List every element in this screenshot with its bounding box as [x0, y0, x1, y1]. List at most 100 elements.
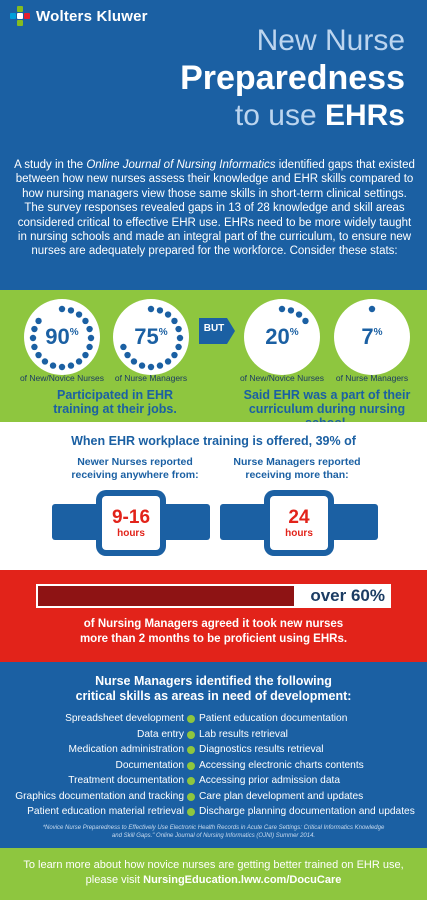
intro-post: identified gaps that existed between how…: [15, 159, 415, 258]
watch-icon-left: 9-16 hours: [96, 490, 166, 556]
ring-dot: [31, 343, 38, 351]
bullet-dot-icon: [187, 746, 195, 754]
stat-label-3: of New/Novice Nurses: [239, 373, 325, 383]
stat-circle-1: 90%: [19, 295, 105, 381]
watch-knob-right: [337, 518, 344, 528]
ring-dot: [75, 358, 83, 365]
stat-dots-3: [278, 305, 309, 325]
footer-section: To learn more about how novice nurses ar…: [0, 848, 427, 900]
stat-value-1: 90%: [24, 299, 100, 375]
ring-dot: [124, 351, 131, 359]
skill-right-item: Lab results retrieval: [199, 728, 288, 740]
ring-dot: [278, 305, 286, 313]
bullet-dot-icon: [187, 792, 195, 801]
stat-number: 7: [361, 324, 374, 349]
newer-nurses-hours: 9-16: [111, 506, 151, 528]
stat-number: 20: [265, 324, 290, 349]
watch-display-left: 9-16 hours: [102, 496, 160, 550]
skill-row: Medication administration Diagnostics res…: [0, 743, 427, 759]
intro-pre: A study in the: [14, 159, 87, 171]
ring-dot: [130, 358, 138, 365]
stat-unit: %: [69, 326, 79, 338]
logo-mark-icon: [10, 6, 30, 26]
proficiency-caption-text: of Nursing Managers agreed it took new n…: [79, 618, 348, 645]
ring-dot: [147, 363, 155, 371]
stat-circle-4: 7%: [329, 295, 415, 381]
title-line-3-pre: to use: [234, 99, 325, 132]
wolters-kluwer-logo[interactable]: Wolters Kluwer: [10, 6, 148, 26]
skill-left-item: Documentation: [115, 759, 184, 771]
stat-number: 90: [45, 324, 70, 349]
skills-heading: Nurse Managers identified the following …: [0, 674, 427, 704]
skill-left-item: Spreadsheet development: [65, 713, 184, 724]
proficiency-bar-fill: [38, 586, 294, 606]
stat-circle-3: 20%: [239, 295, 325, 381]
ring-dot: [175, 343, 182, 351]
footer-line-2: please visit NursingEducation.lww.com/Do…: [0, 873, 427, 888]
skill-right-item: Care plan development and updates: [199, 790, 364, 802]
brand-name: Wolters Kluwer: [36, 7, 148, 25]
stats-section: 90% of New/Novice Nurses 75% of Nurse Ma…: [0, 290, 427, 430]
ring-dot: [287, 307, 295, 314]
footer-line-1: To learn more about how novice nurses ar…: [23, 859, 404, 871]
but-arrow-icon: [199, 318, 235, 344]
skill-left-item: Medication administration: [68, 744, 184, 755]
stat-dots-2: [120, 305, 184, 371]
skill-right-item: Diagnostics results retrieval: [199, 744, 324, 755]
stat-circle-2: 75%: [108, 295, 194, 381]
bullet-dot-icon: [187, 777, 195, 785]
ring-dot: [171, 317, 178, 325]
hours-unit: hours: [117, 527, 145, 539]
ring-dot: [31, 325, 38, 333]
but-label: BUT: [203, 323, 225, 334]
proficiency-caption: of Nursing Managers agreed it took new n…: [0, 617, 427, 647]
intro-journal: Online Journal of Nursing Informatics: [86, 159, 276, 171]
ring-dot: [29, 334, 37, 342]
caption-training: Participated in EHR training at their jo…: [53, 388, 177, 416]
title-line-3: to use EHRs: [180, 98, 405, 134]
skill-left-item: Data entry: [137, 728, 184, 740]
ring-dot: [302, 317, 309, 325]
nurse-managers-sub: Nurse Managers reported receiving more t…: [233, 456, 361, 481]
skills-heading-text: Nurse Managers identified the following …: [75, 674, 352, 703]
docucare-link[interactable]: NursingEducation.lww.com/DocuCare: [143, 874, 342, 886]
ring-dot: [368, 305, 376, 313]
ring-dot: [86, 343, 93, 351]
ring-dot: [58, 305, 66, 313]
skill-right-item: Accessing electronic charts contents: [199, 759, 364, 771]
ring-dot: [35, 351, 42, 359]
skill-right-item: Discharge planning documentation and upd…: [199, 806, 415, 817]
newer-nurses-sub: Newer Nurses reported receiving anywhere…: [71, 456, 199, 481]
ring-dot: [176, 334, 184, 342]
stat-label-2: of Nurse Managers: [114, 373, 188, 383]
ring-dot: [41, 358, 49, 365]
bullet-dot-icon: [187, 761, 195, 770]
watch-knob-left: [169, 518, 176, 528]
ring-dot: [86, 325, 93, 333]
proficiency-bar-track: over 60%: [36, 584, 391, 608]
stat-unit: %: [158, 326, 168, 338]
proficiency-bar-label: over 60%: [310, 586, 385, 605]
caption-curriculum: Said EHR was a part of their curriculum …: [243, 388, 411, 430]
ring-dot: [82, 317, 89, 325]
bullet-dot-icon: [187, 808, 195, 816]
title-line-1: New Nurse: [256, 24, 405, 57]
ring-dot: [164, 311, 172, 318]
ring-dot: [295, 311, 303, 318]
skills-section: Nurse Managers identified the following …: [0, 662, 427, 848]
skills-list: Spreadsheet development Patient education…: [0, 712, 427, 821]
nurse-managers-hours: 24: [288, 506, 310, 528]
skill-left-item: Graphics documentation and tracking: [15, 790, 184, 802]
bullet-dot-icon: [187, 730, 195, 739]
training-section: When EHR workplace training is offered, …: [0, 422, 427, 570]
skill-row: Graphics documentation and tracking Care …: [0, 790, 427, 806]
ring-dot: [175, 325, 182, 333]
stat-number: 75: [134, 324, 159, 349]
skill-left-item: Treatment documentation: [68, 775, 184, 786]
ring-dot: [35, 317, 42, 325]
stat-unit: %: [373, 326, 383, 338]
skill-row: Documentation Accessing electronic charts…: [0, 759, 427, 775]
ring-dot: [156, 362, 164, 369]
proficiency-section: over 60% of Nursing Managers agreed it t…: [0, 570, 427, 662]
ring-dot: [87, 334, 95, 342]
